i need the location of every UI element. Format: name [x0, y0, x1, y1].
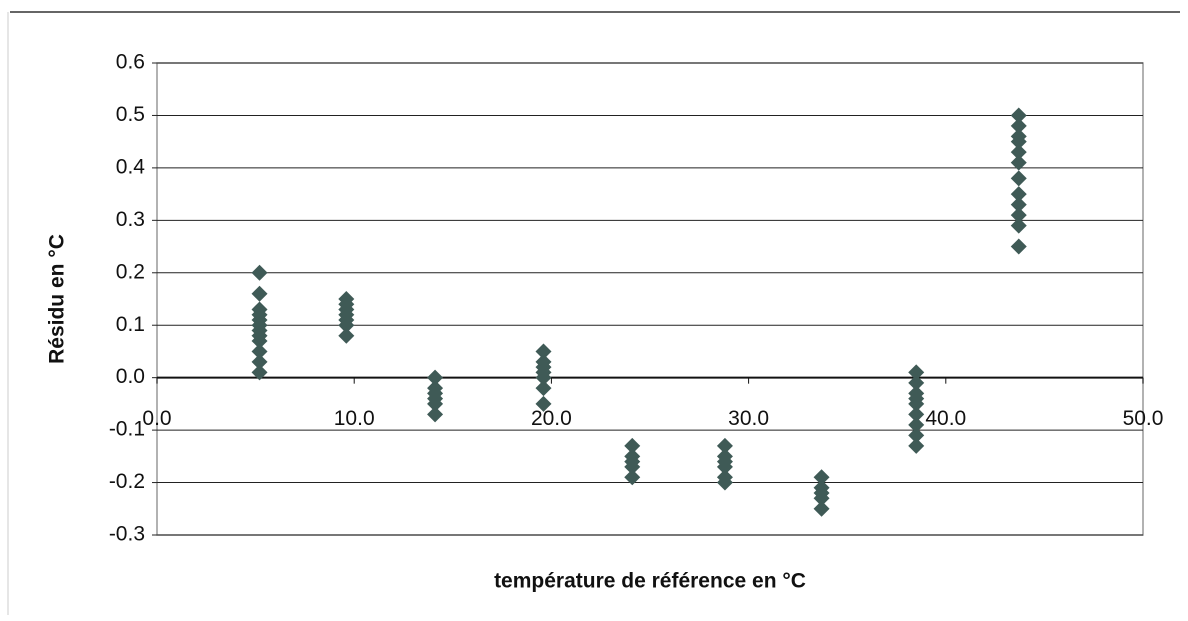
point: [813, 469, 830, 486]
y-tick-label: -0.1: [109, 418, 145, 441]
point: [427, 406, 444, 423]
point: [1010, 170, 1027, 187]
x-tick-label: 10.0: [334, 407, 375, 430]
point: [908, 406, 925, 423]
point: [716, 437, 733, 454]
point: [813, 485, 830, 502]
point: [251, 343, 268, 360]
point: [251, 306, 268, 323]
x-tick-label: 30.0: [728, 407, 769, 430]
point: [338, 311, 355, 328]
point: [338, 296, 355, 313]
point: [535, 380, 552, 397]
point: [251, 353, 268, 370]
x-axis-title: température de référence en °C: [494, 570, 806, 593]
y-axis-title: Résidu en °C: [46, 234, 69, 364]
point: [427, 369, 444, 386]
x-tick-label: 50.0: [1123, 407, 1164, 430]
y-tick-label: -0.3: [109, 523, 145, 546]
point: [1010, 117, 1027, 134]
point: [251, 364, 268, 381]
y-tick-label: 0.6: [116, 51, 145, 74]
point: [1010, 238, 1027, 255]
x-tick-label: 20.0: [531, 407, 572, 430]
point: [908, 437, 925, 454]
point: [1010, 207, 1027, 224]
point: [535, 343, 552, 360]
point: [535, 359, 552, 376]
point: [716, 474, 733, 491]
point: [624, 469, 641, 486]
y-tick-label: 0.4: [116, 155, 146, 178]
point: [908, 416, 925, 433]
point: [251, 317, 268, 334]
x-tick-label: 40.0: [925, 407, 966, 430]
point: [251, 285, 268, 302]
y-tick-label: 0.5: [116, 103, 145, 126]
point: [535, 369, 552, 386]
point: [427, 385, 444, 402]
point: [251, 264, 268, 281]
y-tick-label: 0.0: [116, 365, 145, 388]
y-tick-label: -0.2: [109, 470, 145, 493]
point: [535, 395, 552, 412]
point: [624, 453, 641, 470]
point: [251, 327, 268, 344]
y-tick-label: 0.2: [116, 260, 145, 283]
point: [624, 437, 641, 454]
point: [908, 374, 925, 391]
point: [1010, 196, 1027, 213]
point: [908, 427, 925, 444]
point: [813, 500, 830, 517]
y-tick-label: 0.3: [116, 208, 145, 231]
y-tick-label: 0.1: [116, 313, 145, 336]
point: [1010, 144, 1027, 161]
point: [1010, 154, 1027, 171]
point: [908, 364, 925, 381]
point: [1010, 217, 1027, 234]
point: [1010, 133, 1027, 150]
point: [427, 395, 444, 412]
plot-area: [156, 62, 1144, 536]
point: [1010, 107, 1027, 124]
point: [716, 453, 733, 470]
point: [338, 327, 355, 344]
x-tick-label: 0.0: [142, 407, 171, 430]
point: [908, 390, 925, 407]
point: [1010, 186, 1027, 203]
